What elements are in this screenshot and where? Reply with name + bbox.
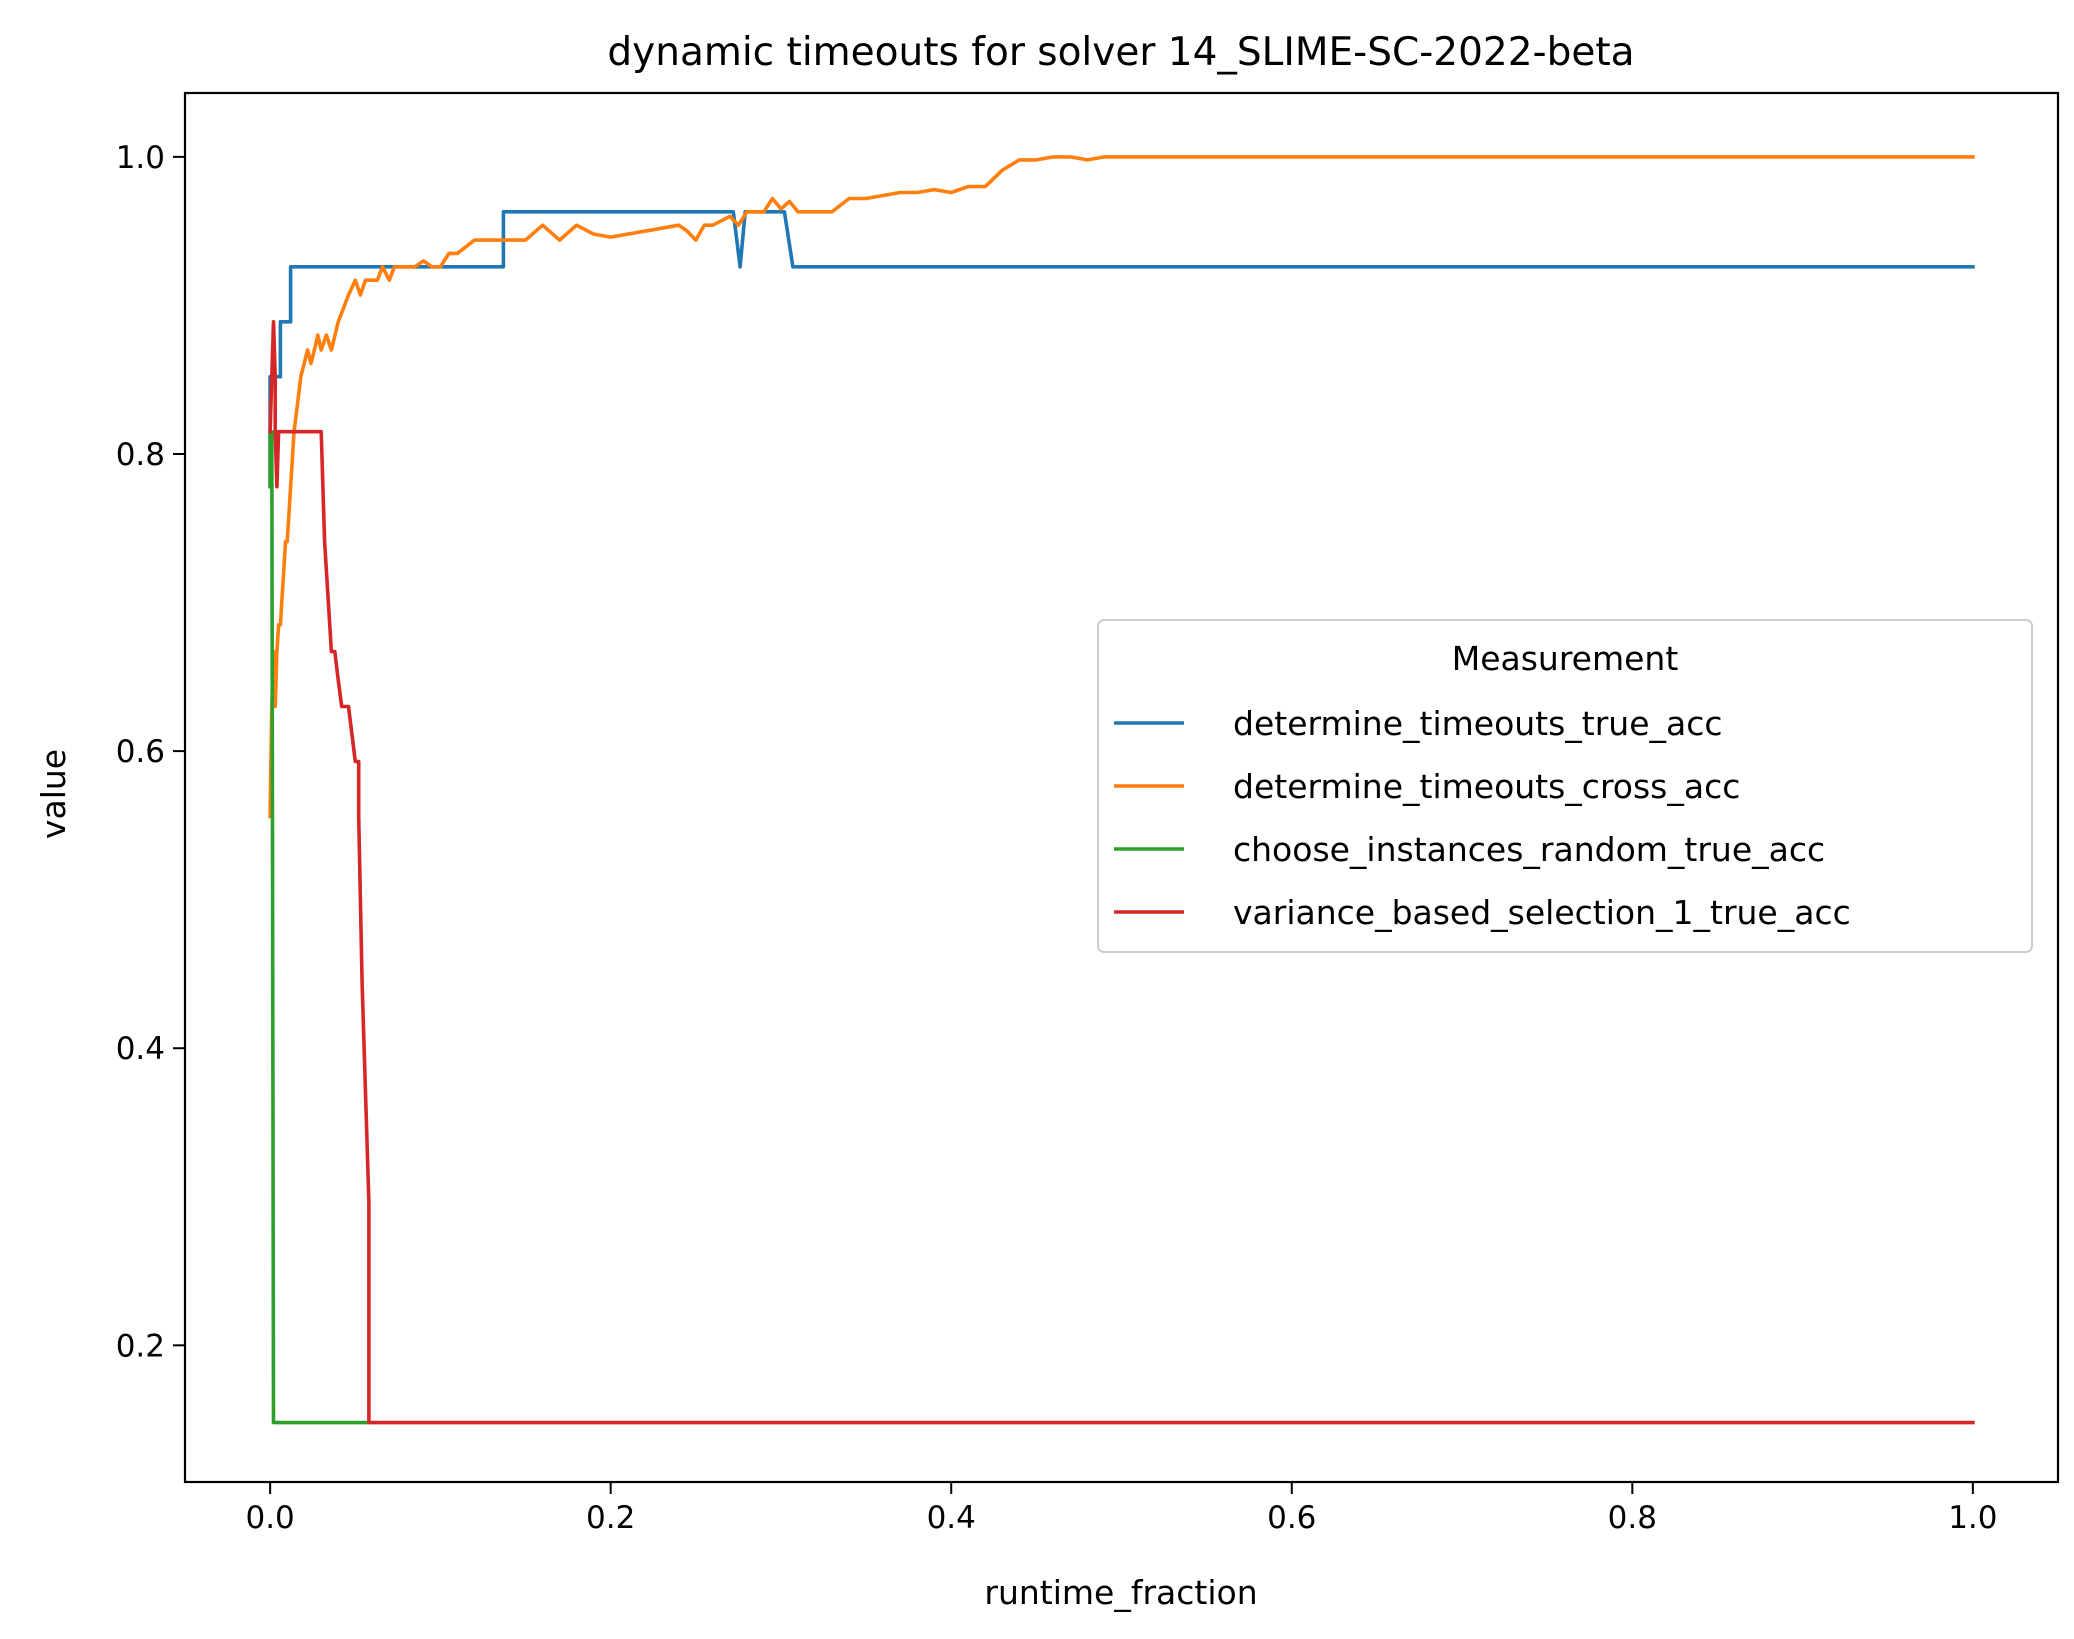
legend: Measurement determine_timeouts_true_accde…: [1097, 619, 2033, 953]
legend-label: choose_instances_random_true_acc: [1233, 830, 1825, 869]
y-tick-label: 0.8: [116, 437, 165, 473]
y-tick-label: 0.6: [116, 734, 165, 770]
x-tick-label: 0.2: [586, 1500, 635, 1536]
legend-label: variance_based_selection_1_true_acc: [1233, 893, 1851, 932]
y-tick-label: 0.2: [116, 1328, 165, 1364]
x-tick-label: 0.4: [927, 1500, 976, 1536]
x-axis-label: runtime_fraction: [984, 1573, 1257, 1612]
series-line-2: [268, 155, 1975, 819]
plot-area: [183, 91, 2060, 1484]
x-tick-label: 0.0: [245, 1500, 294, 1536]
y-tick-label: 1.0: [116, 140, 165, 176]
x-tick-label: 0.8: [1608, 1500, 1657, 1536]
legend-label: determine_timeouts_cross_acc: [1233, 767, 1740, 806]
legend-label: determine_timeouts_true_acc: [1233, 704, 1723, 743]
x-tick-label: 0.6: [1267, 1500, 1316, 1536]
legend-box: [1097, 619, 2033, 953]
y-tick-label: 0.4: [116, 1031, 165, 1067]
y-axis-label: value: [34, 749, 73, 839]
y-axis: 0.2 0.4 0.6 0.8 1.0: [116, 140, 185, 1364]
legend-title: Measurement: [1452, 639, 1679, 678]
x-tick-label: 1.0: [1948, 1500, 1997, 1536]
chart-title: dynamic timeouts for solver 14_SLIME-SC-…: [607, 30, 1634, 75]
x-axis: 0.0 0.2 0.4 0.6 0.8 1.0: [245, 1482, 1998, 1536]
plot-frame: [183, 91, 2060, 1484]
series-line-4: [268, 319, 1975, 1425]
series-layer: [268, 155, 1975, 1425]
